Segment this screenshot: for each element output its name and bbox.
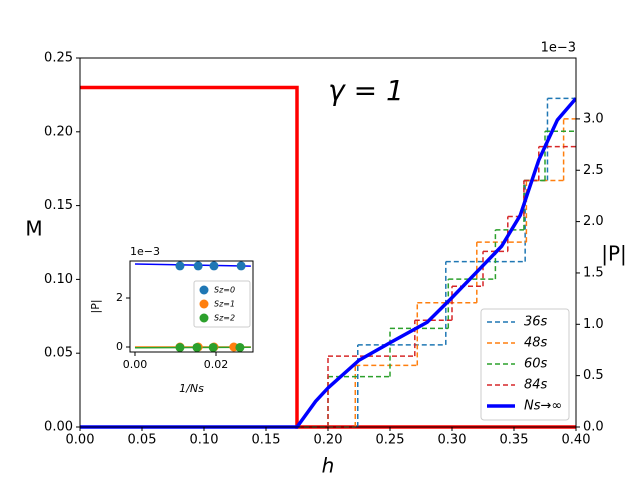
y2-tick-label: 0.5 [583,368,604,383]
line [134,263,251,267]
x-axis-label: 1/Ns [179,382,204,395]
x-axis-label: h [322,454,335,478]
legend-box [193,280,251,328]
point [209,261,219,271]
x-tick-label: 0.25 [376,433,405,448]
y2-offset: 1e−3 [541,41,576,56]
legend-label: Sz=1 [214,300,235,309]
x-tick-label: 0.35 [500,433,529,448]
legend-swatch [199,285,209,295]
y-axis-label: |P| [89,299,102,313]
y-tick-label: 2 [116,291,123,304]
legend-label: 48s [524,336,548,351]
point [236,261,246,271]
legend-label: Ns→∞ [524,399,562,414]
point [175,342,185,352]
y2-tick-label: 2.0 [583,214,604,229]
annotation: γ = 1 [328,74,404,107]
y-tick-label: 0.25 [44,51,73,66]
point [175,261,185,271]
axes-frame [129,260,254,353]
x-tick-label: 0.00 [66,433,95,448]
y-offset: 1e−3 [130,245,160,258]
plot-area [134,261,251,352]
axes-frame [79,57,577,428]
x-tick-label: 0.20 [314,433,343,448]
legend-box [480,308,570,421]
point [193,261,203,271]
legend-label: Sz=0 [214,286,235,295]
y2-axis-label: |P| [601,242,627,266]
point [208,342,218,352]
x-tick-label: 0.02 [204,358,229,371]
y-tick-label: 0.15 [44,198,73,213]
y-tick-label: 0.00 [44,420,73,435]
x-tick-label: 0.00 [123,358,148,371]
legend-swatch [199,313,209,323]
y2-tick-label: 1.0 [583,317,604,332]
y-tick-label: 0.20 [44,124,73,139]
y-tick-label: 0.05 [44,346,73,361]
legend-label: Sz=2 [214,314,235,323]
x-tick-label: 0.15 [252,433,281,448]
y2-tick-label: 0.0 [583,420,604,435]
point [235,342,245,352]
y-tick-label: 0.10 [44,272,73,287]
y-tick-label: 0 [116,340,123,353]
x-tick-label: 0.05 [128,433,157,448]
y2-tick-label: 2.5 [583,163,604,178]
x-tick-label: 0.10 [190,433,219,448]
legend-label: 60s [524,357,548,372]
x-tick-label: 0.30 [438,433,467,448]
legend-label: 84s [524,378,548,393]
x-tick-label: 0.40 [562,433,591,448]
y2-tick-label: 1.5 [583,265,604,280]
line [80,97,576,429]
legend-swatch [199,299,209,309]
point [192,342,202,352]
legend-label: 36s [524,315,548,330]
y-axis-label: M [25,217,42,241]
y2-tick-label: 3.0 [583,111,604,126]
